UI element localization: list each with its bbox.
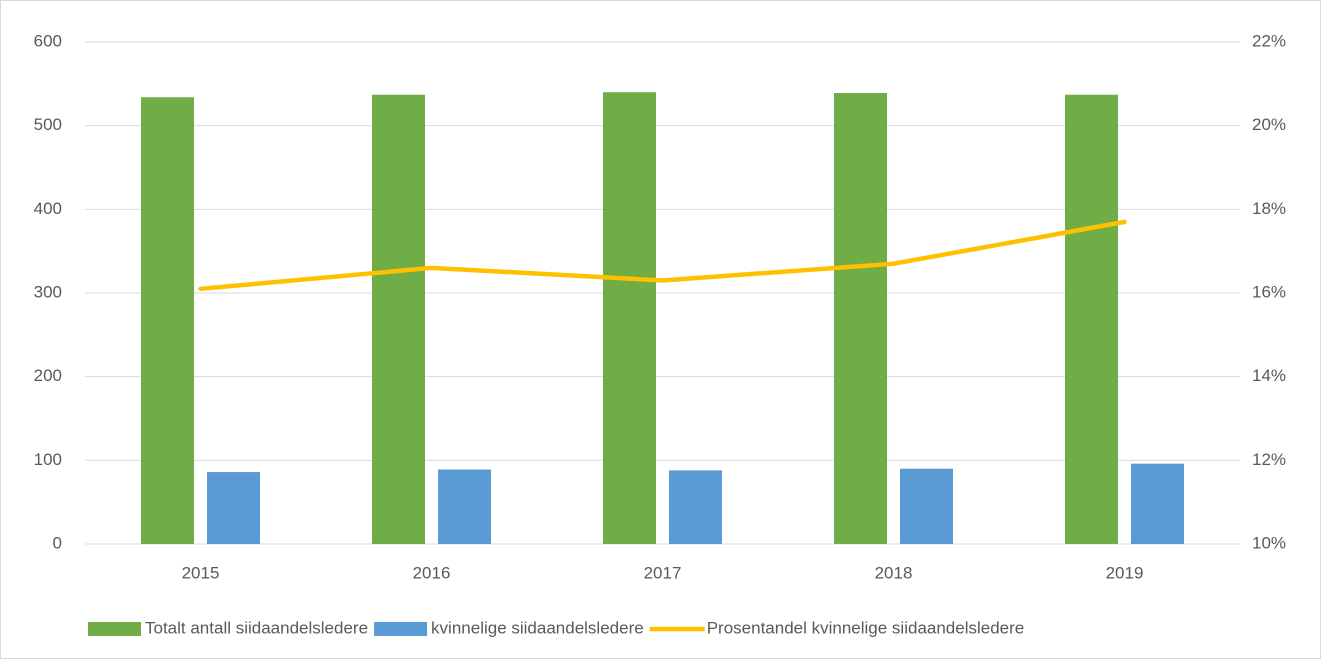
y-tick-label: 100 — [34, 450, 62, 469]
y2-tick-label: 20% — [1252, 115, 1286, 134]
legend-label: Totalt antall siidaandelsledere — [145, 618, 368, 637]
bar — [372, 94, 425, 545]
bar — [1131, 463, 1184, 544]
legend-swatch — [88, 622, 141, 636]
bar — [834, 93, 887, 544]
x-tick-label: 2017 — [644, 563, 682, 582]
bar — [141, 97, 194, 544]
x-tick-label: 2019 — [1106, 563, 1144, 582]
y2-tick-label: 22% — [1252, 31, 1286, 50]
legend-swatch — [374, 622, 428, 636]
y-tick-label: 200 — [34, 366, 62, 385]
y2-tick-label: 16% — [1252, 282, 1286, 301]
bar — [900, 468, 953, 544]
line — [198, 219, 1127, 292]
y-tick-label: 600 — [34, 31, 62, 50]
bar — [207, 472, 260, 544]
x-tick-label: 2016 — [413, 563, 451, 582]
y2-tick-label: 10% — [1252, 533, 1286, 552]
y-tick-label: 0 — [53, 533, 62, 552]
bar — [438, 469, 491, 544]
y-tick-label: 300 — [34, 282, 62, 301]
legend-label: Prosentandel kvinnelige siidaandelsleder… — [707, 618, 1025, 637]
y2-tick-label: 14% — [1252, 366, 1286, 385]
y-tick-label: 400 — [34, 199, 62, 218]
x-tick-label: 2018 — [875, 563, 913, 582]
x-tick-label: 2015 — [182, 563, 220, 582]
bar — [1065, 94, 1118, 545]
y-tick-label: 500 — [34, 115, 62, 134]
bar — [603, 92, 656, 544]
y2-tick-label: 12% — [1252, 450, 1286, 469]
y2-tick-label: 18% — [1252, 199, 1286, 218]
bar — [669, 470, 722, 544]
legend-label: kvinnelige siidaandelsledere — [431, 618, 644, 637]
